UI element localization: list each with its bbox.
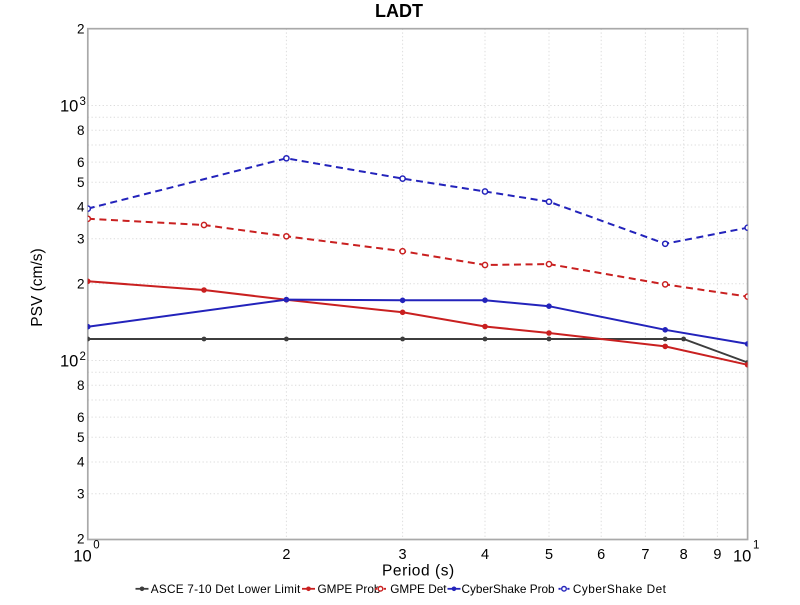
svg-text:CyberShake Prob: CyberShake Prob	[462, 582, 556, 596]
svg-text:3: 3	[77, 232, 85, 247]
svg-text:GMPE Det: GMPE Det	[390, 582, 447, 596]
svg-text:2: 2	[282, 547, 290, 563]
svg-text:4: 4	[77, 200, 85, 215]
svg-text:ASCE 7-10 Det Lower Limit: ASCE 7-10 Det Lower Limit	[151, 582, 301, 596]
svg-text:2: 2	[77, 531, 85, 546]
svg-text:8: 8	[77, 378, 85, 393]
svg-text:10: 10	[60, 353, 78, 371]
svg-text:5: 5	[77, 175, 85, 190]
svg-text:3: 3	[77, 487, 85, 502]
svg-text:PSV (cm/s): PSV (cm/s)	[29, 248, 46, 326]
svg-text:0: 0	[93, 540, 99, 552]
svg-text:4: 4	[77, 455, 85, 470]
svg-text:2: 2	[80, 351, 86, 363]
svg-text:CyberShake Det: CyberShake Det	[573, 582, 667, 596]
svg-text:8: 8	[77, 123, 85, 138]
svg-text:GMPE Prob: GMPE Prob	[318, 582, 381, 596]
svg-text:1: 1	[753, 540, 759, 552]
svg-text:6: 6	[77, 155, 85, 170]
svg-text:5: 5	[77, 430, 85, 445]
svg-text:2: 2	[77, 276, 85, 291]
svg-text:10: 10	[733, 548, 751, 566]
svg-text:10: 10	[60, 98, 78, 116]
svg-text:5: 5	[545, 547, 553, 563]
svg-text:9: 9	[713, 547, 721, 563]
svg-text:LADT: LADT	[375, 1, 423, 21]
svg-text:7: 7	[641, 547, 649, 563]
svg-text:10: 10	[73, 548, 91, 566]
svg-text:8: 8	[680, 547, 688, 563]
svg-text:4: 4	[481, 547, 489, 563]
svg-text:3: 3	[80, 96, 86, 108]
svg-text:3: 3	[399, 547, 407, 563]
svg-text:6: 6	[77, 410, 85, 425]
svg-text:2: 2	[77, 21, 85, 36]
svg-text:6: 6	[597, 547, 605, 563]
svg-text:Period (s): Period (s)	[382, 563, 455, 580]
